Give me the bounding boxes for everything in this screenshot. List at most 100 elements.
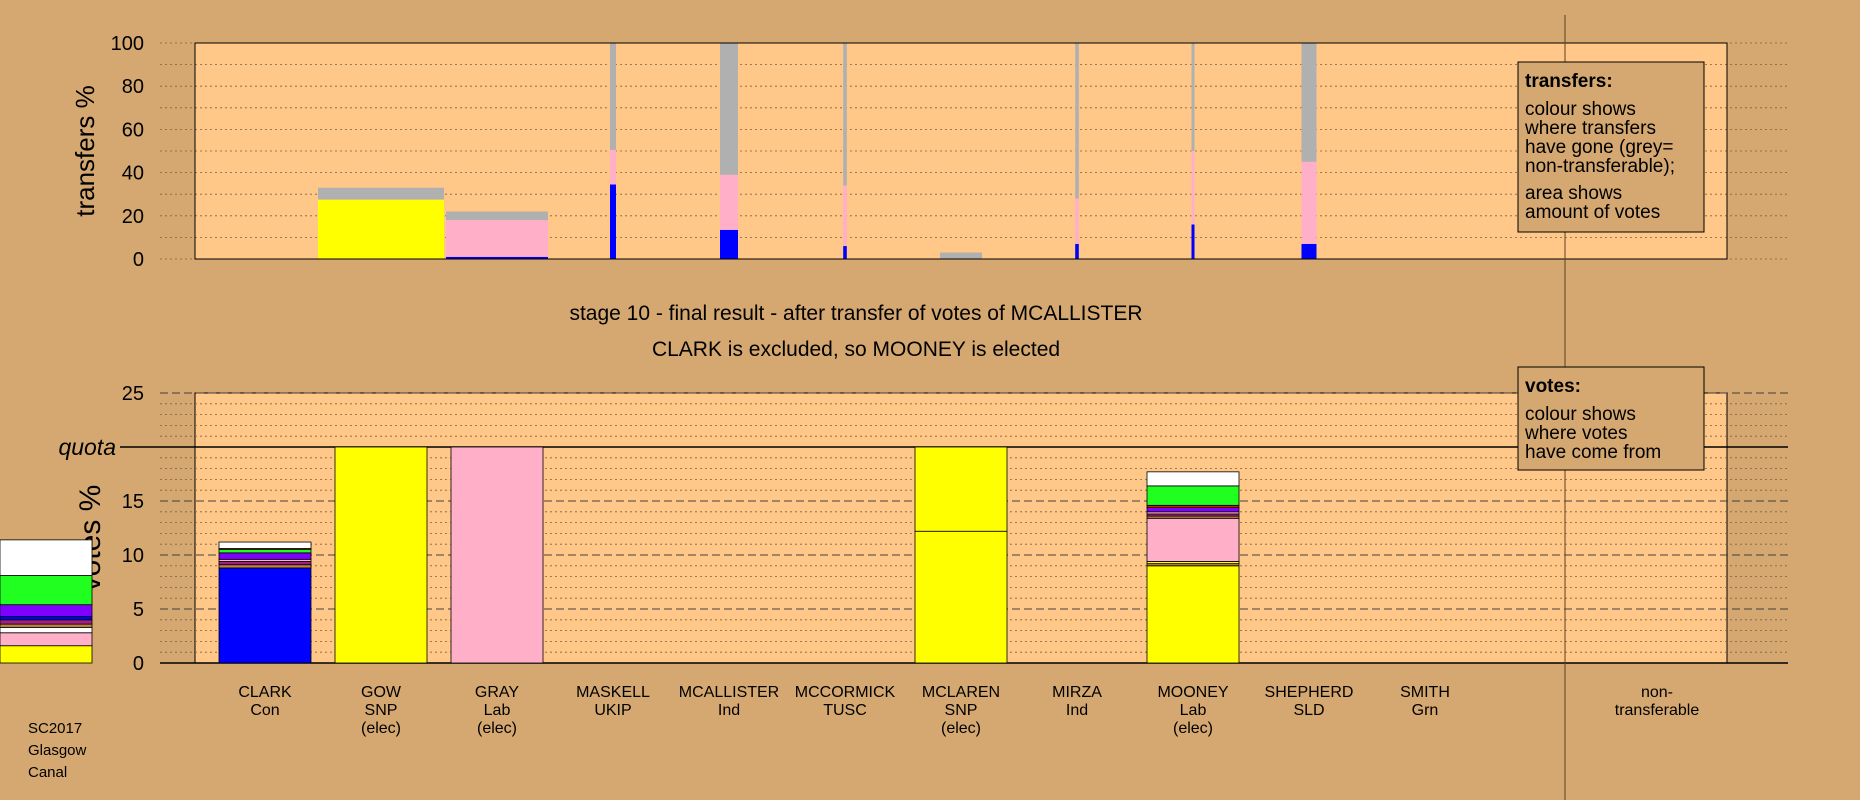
transfer-segment <box>1191 224 1195 259</box>
transfer-segment <box>720 174 738 230</box>
transfer-segment <box>1191 43 1195 151</box>
transfers-legend-line: area shows <box>1525 183 1622 204</box>
vote-segment <box>1146 507 1240 513</box>
vote-segment <box>914 530 1008 664</box>
candidate-name-label: SHEPHERD <box>1265 684 1354 701</box>
vote-segment <box>218 541 312 549</box>
candidate-party-label: Con <box>250 702 279 719</box>
stage-status-text: stage 10 - final result - after transfer… <box>569 302 1142 325</box>
transfer-segment <box>318 199 444 259</box>
candidate-party-label: Lab <box>1180 702 1207 719</box>
candidate-name-label: MOONEY <box>1157 684 1228 701</box>
transfers-tick-label: 40 <box>122 163 144 185</box>
footer-label: Canal <box>28 764 67 781</box>
transfers-tick-label: 60 <box>122 119 144 141</box>
candidate-party-label: transferable <box>1615 702 1700 719</box>
vote-segment <box>218 564 312 569</box>
outcome-status-text: CLARK is excluded, so MOONEY is elected <box>652 338 1060 361</box>
transfers-legend-line: colour shows <box>1525 99 1636 120</box>
candidate-party-label: Ind <box>718 702 740 719</box>
candidate-elected-label: (elec) <box>361 720 401 737</box>
candidate-name-label: non- <box>1641 684 1673 701</box>
candidate-name-label: CLARK <box>238 684 292 701</box>
vote-segment <box>0 626 93 634</box>
candidate-name-label: MASKELL <box>576 684 650 701</box>
transfers-legend-line: amount of votes <box>1525 202 1660 223</box>
candidate-elected-label: (elec) <box>941 720 981 737</box>
quota-label: quota <box>58 434 116 460</box>
vote-segment <box>0 539 93 576</box>
votes-tick-label: 25 <box>122 383 144 405</box>
candidate-party-label: Grn <box>1412 702 1439 719</box>
vote-segment <box>218 552 312 560</box>
vote-segment <box>1146 485 1240 506</box>
vote-segment <box>0 619 93 625</box>
transfer-segment <box>610 43 616 150</box>
vote-segment <box>0 623 93 628</box>
transfer-segment <box>720 43 738 175</box>
transfer-segment <box>446 256 548 259</box>
votes-tick-label: 10 <box>122 545 144 567</box>
transfer-segment <box>1301 43 1317 162</box>
vote-segment <box>1146 517 1240 562</box>
candidate-party-label: UKIP <box>594 702 631 719</box>
votes-tick-label: 5 <box>133 599 144 621</box>
candidate-elected-label: (elec) <box>477 720 517 737</box>
transfers-tick-label: 100 <box>111 33 144 55</box>
vote-segment <box>0 632 93 647</box>
transfer-segment <box>446 211 548 221</box>
candidate-elected-label: (elec) <box>1173 720 1213 737</box>
transfer-segment <box>1301 161 1317 244</box>
vote-segment <box>1146 471 1240 487</box>
transfer-segment <box>446 220 548 257</box>
vote-segment <box>1146 565 1240 664</box>
transfers-axis-label: transfers % <box>70 85 100 217</box>
candidate-name-label: GOW <box>361 684 402 701</box>
candidate-name-label: MIRZA <box>1052 684 1102 701</box>
candidate-name-label: SMITH <box>1400 684 1450 701</box>
transfers-legend-line: non-transferable); <box>1525 156 1675 177</box>
transfer-segment <box>610 149 616 185</box>
footer-label: SC2017 <box>28 720 82 737</box>
transfer-segment <box>843 246 847 259</box>
footer-label: Glasgow <box>28 742 87 759</box>
votes-tick-label: 0 <box>133 653 144 675</box>
transfer-segment <box>1301 243 1317 259</box>
vote-segment <box>914 446 1008 532</box>
transfer-segment <box>940 252 982 259</box>
transfer-segment <box>1075 43 1079 199</box>
transfers-tick-label: 80 <box>122 76 144 98</box>
vote-segment <box>334 446 428 664</box>
vote-segment <box>218 549 312 554</box>
candidate-name-label: MCCORMICK <box>795 684 896 701</box>
transfer-segment <box>318 187 444 200</box>
transfer-segment <box>1075 243 1079 259</box>
candidate-party-label: Lab <box>484 702 511 719</box>
candidate-party-label: Ind <box>1066 702 1088 719</box>
transfers-legend-line: where transfers <box>1524 118 1656 139</box>
vote-segment <box>0 575 93 606</box>
transfer-segment <box>610 184 616 259</box>
transfers-legend-box <box>1517 61 1705 233</box>
candidate-party-label: SLD <box>1293 702 1324 719</box>
vote-segment <box>0 616 93 621</box>
transfers-plot-frame <box>194 42 1728 260</box>
transfer-segment <box>1075 198 1079 244</box>
votes-legend-line: have come from <box>1525 442 1661 463</box>
transfer-segment <box>1191 151 1195 225</box>
candidate-name-label: MCLAREN <box>922 684 1000 701</box>
vote-segment <box>218 567 312 664</box>
transfer-segment <box>843 185 847 247</box>
vote-segment <box>450 446 544 664</box>
transfers-tick-label: 0 <box>133 249 144 271</box>
transfers-tick-label: 20 <box>122 206 144 228</box>
candidate-party-label: SNP <box>365 702 398 719</box>
candidate-party-label: TUSC <box>823 702 867 719</box>
candidate-name-label: GRAY <box>475 684 519 701</box>
votes-legend-line: colour shows <box>1525 404 1636 425</box>
votes-tick-label: 15 <box>122 491 144 513</box>
votes-legend-title: votes: <box>1525 376 1581 397</box>
transfer-segment <box>720 229 738 259</box>
transfers-legend-title: transfers: <box>1525 71 1613 92</box>
